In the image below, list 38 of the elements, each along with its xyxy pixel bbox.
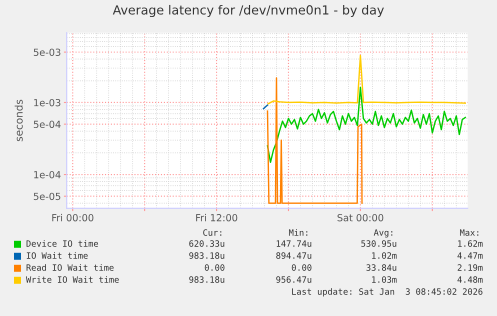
text: 147.74u	[276, 240, 312, 247]
text: 1.03m	[372, 276, 397, 283]
line-series	[266, 86, 466, 163]
x-tick-label: Sat 00:00	[338, 214, 384, 222]
y-tick-label: 5e-03	[34, 48, 60, 56]
legend-label: Device IO time	[26, 240, 98, 247]
text: 1.02m	[372, 252, 397, 259]
text: Max:	[460, 229, 478, 236]
text: 983.18u	[189, 276, 224, 283]
y-tick-label: 5e-04	[34, 120, 61, 128]
line-series	[267, 54, 466, 104]
x-tick-label: Fri 00:00	[52, 214, 94, 222]
text: 0.00	[204, 264, 224, 271]
legend-label: IO Wait time	[26, 252, 88, 259]
y-tick-label: 1e-03	[34, 98, 60, 106]
text: 0.00	[292, 264, 312, 271]
chart-title: Average latency for /dev/nvme0n1 - by day	[112, 4, 384, 18]
y-axis-title: seconds	[14, 100, 23, 142]
text: 894.47u	[276, 252, 312, 259]
text: Min:	[288, 229, 308, 236]
text: Last update: Sat Jan 3 08:45:02 2026	[292, 288, 482, 296]
legend-label: Read IO Wait time	[26, 264, 114, 271]
text: 4.48m	[458, 276, 483, 283]
text: 983.18u	[189, 252, 224, 259]
text: 2.19m	[458, 264, 483, 271]
y-tick-label: 1e-04	[34, 171, 61, 178]
legend-label: Write IO Wait time	[26, 276, 119, 283]
x-tick-label: Fri 12:00	[196, 214, 238, 222]
text: 1.62m	[458, 240, 483, 247]
y-tick-label: 5e-05	[34, 192, 60, 200]
text: 530.95u	[361, 240, 396, 247]
text: 4.47m	[458, 252, 483, 259]
text: 620.33u	[189, 240, 224, 247]
line-series	[266, 77, 363, 204]
text: 956.47u	[276, 276, 312, 283]
text: Cur:	[203, 229, 222, 236]
text: Avg:	[374, 229, 392, 238]
text: 33.84u	[366, 264, 396, 271]
